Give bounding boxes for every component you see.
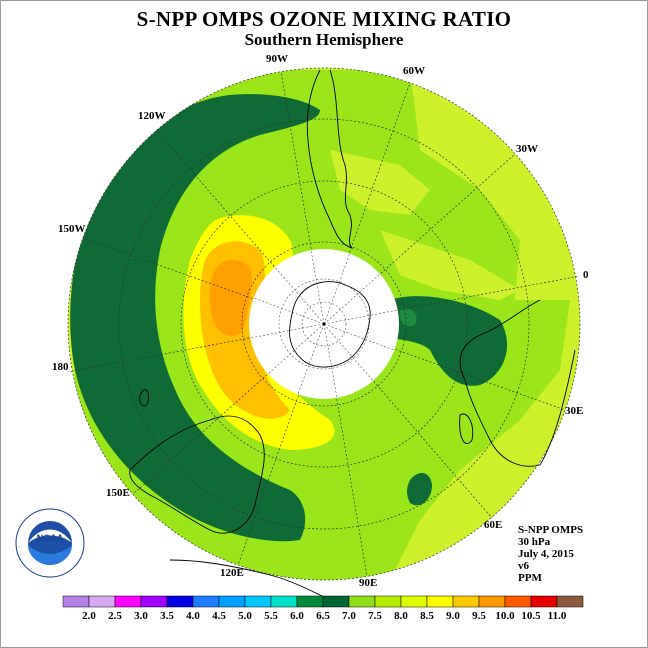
info-level: 30 hPa <box>518 536 551 548</box>
colorbar-label: 6.0 <box>290 610 304 622</box>
asia-coast <box>169 559 331 601</box>
info-instrument: S-NPP OMPS <box>518 524 584 536</box>
colorbar-label: 10.0 <box>495 610 515 622</box>
noaa-logo: NOAA <box>15 508 85 578</box>
lon-label-180: 180 <box>52 361 69 373</box>
colorbar-swatch <box>322 595 350 608</box>
colorbar-label: 2.5 <box>108 610 122 622</box>
lon-label-120w: 120W <box>138 110 166 122</box>
lon-label-60e: 60E <box>484 519 502 531</box>
map-subtitle: Southern Hemisphere <box>244 30 404 49</box>
colorbar-label: 9.5 <box>472 610 486 622</box>
colorbar-label: 2.0 <box>82 610 96 622</box>
colorbar-label: 11.0 <box>548 610 567 622</box>
lon-label-30e: 30E <box>565 405 583 417</box>
south-pole-dot <box>322 322 326 326</box>
info-units: PPM <box>518 572 542 584</box>
colorbar-swatch <box>452 595 480 608</box>
colorbar-swatch <box>218 595 246 608</box>
lon-label-0: 0 <box>583 269 589 281</box>
colorbar-label: 9.0 <box>446 610 460 622</box>
south-america-coast <box>306 69 354 249</box>
colorbar-label: 3.0 <box>134 610 148 622</box>
africa-coast <box>459 299 576 467</box>
colorbar-label: 4.0 <box>186 610 200 622</box>
colorbar-swatch <box>140 595 168 608</box>
lon-label-120e: 120E <box>220 567 244 579</box>
colorbar-swatch <box>478 595 506 608</box>
coastlines <box>129 69 576 601</box>
colorbar-swatch <box>504 595 532 608</box>
new-zealand-coast <box>139 389 149 407</box>
colorbar-swatch <box>426 595 454 608</box>
colorbar-label: 6.5 <box>316 610 330 622</box>
colorbar-label: 7.5 <box>368 610 382 622</box>
noaa-logo-text: NOAA <box>37 533 64 543</box>
colorbar-swatch <box>114 595 142 608</box>
contour-8.0-right <box>380 230 520 300</box>
colorbar-label: 4.5 <box>212 610 226 622</box>
colorbar-label: 3.5 <box>160 610 174 622</box>
colorbar: 2.0 2.5 3.0 3.5 4.0 4.5 5.0 5.5 6.0 6.5 7.0 7.5 8.0 8… <box>62 595 584 622</box>
colorbar-swatch <box>400 595 428 608</box>
map-title: S-NPP OMPS OZONE MIXING RATIO <box>136 7 512 31</box>
colorbar-swatch <box>88 595 116 608</box>
graticule <box>67 67 581 581</box>
colorbar-swatch <box>270 595 298 608</box>
colorbar-swatch <box>296 595 324 608</box>
lon-label-60w: 60W <box>403 65 425 77</box>
colorbar-label: 8.5 <box>420 610 434 622</box>
colorbar-swatch <box>244 595 272 608</box>
contour-light-patch <box>330 150 430 215</box>
colorbar-label: 5.0 <box>238 610 252 622</box>
lon-label-90e: 90E <box>359 577 377 589</box>
colorbar-label: 8.0 <box>394 610 408 622</box>
lon-label-150w: 150W <box>58 223 86 235</box>
lon-label-30w: 30W <box>516 143 538 155</box>
colorbar-swatch <box>530 595 558 608</box>
info-date: July 4, 2015 <box>518 548 574 560</box>
colorbar-swatch <box>166 595 194 608</box>
colorbar-label: 5.5 <box>264 610 278 622</box>
info-block: S-NPP OMPS 30 hPa July 4, 2015 v6 PPM <box>518 524 583 584</box>
contour-7.0-arc <box>70 94 321 542</box>
info-version: v6 <box>518 560 529 572</box>
colorbar-swatch <box>374 595 402 608</box>
colorbar-label: 7.0 <box>342 610 356 622</box>
contour-7.0-small-blob <box>407 473 432 506</box>
antarctica-coast <box>289 281 371 368</box>
contour-6.5-spot <box>399 308 417 327</box>
madagascar-coast <box>459 413 474 444</box>
contour-9.5-region <box>209 259 252 337</box>
lon-label-150e: 150E <box>106 487 130 499</box>
colorbar-swatch <box>556 595 584 608</box>
australia-coast <box>129 415 265 534</box>
lon-label-90w: 90W <box>266 53 288 65</box>
colorbar-swatch <box>348 595 376 608</box>
colorbar-label: 10.5 <box>521 610 541 622</box>
colorbar-swatch <box>192 595 220 608</box>
colorbar-swatch <box>62 595 90 608</box>
